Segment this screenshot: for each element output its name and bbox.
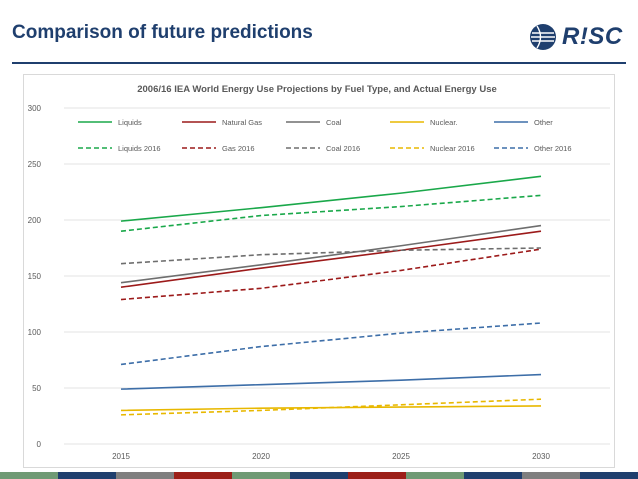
- footer-segment: [0, 472, 58, 479]
- legend-label: Other: [534, 118, 553, 127]
- title-divider: [12, 62, 626, 64]
- y-tick-label: 150: [28, 272, 42, 281]
- series-line: [120, 322, 542, 366]
- footer-color-bar: [0, 472, 638, 479]
- legend-label: Coal: [326, 118, 342, 127]
- series-line: [120, 194, 542, 232]
- series-line: [120, 247, 542, 265]
- y-tick-label: 100: [28, 328, 42, 337]
- legend-label: Natural Gas: [222, 118, 262, 127]
- footer-segment: [406, 472, 464, 479]
- series-line: [120, 373, 542, 390]
- footer-segment: [174, 472, 232, 479]
- x-tick-label: 2015: [112, 452, 130, 461]
- legend-label: Coal 2016: [326, 144, 360, 153]
- series-line: [120, 230, 542, 288]
- x-tick-label: 2030: [532, 452, 550, 461]
- risc-logo: R!SC: [528, 20, 628, 54]
- x-tick-label: 2020: [252, 452, 270, 461]
- series-line: [120, 248, 542, 301]
- legend-label: Liquids: [118, 118, 142, 127]
- line-chart: 2006/16 IEA World Energy Use Projections…: [28, 84, 610, 461]
- footer-segment: [290, 472, 348, 479]
- x-tick-label: 2025: [392, 452, 410, 461]
- slide-title: Comparison of future predictions: [12, 22, 313, 43]
- footer-segment: [58, 472, 116, 479]
- legend-label: Gas 2016: [222, 144, 255, 153]
- globe-icon: [530, 24, 556, 50]
- footer-segment: [348, 472, 406, 479]
- y-tick-label: 50: [32, 384, 41, 393]
- footer-segment: [522, 472, 580, 479]
- footer-segment: [232, 472, 290, 479]
- legend-label: Other 2016: [534, 144, 572, 153]
- legend-label: Liquids 2016: [118, 144, 161, 153]
- y-tick-label: 250: [28, 160, 42, 169]
- chart-frame: 2006/16 IEA World Energy Use Projections…: [23, 74, 615, 468]
- series-line: [120, 224, 542, 284]
- legend-label: Nuclear.: [430, 118, 458, 127]
- chart-title: 2006/16 IEA World Energy Use Projections…: [137, 84, 497, 95]
- footer-segment: [464, 472, 522, 479]
- footer-segment: [116, 472, 174, 479]
- y-tick-label: 200: [28, 216, 42, 225]
- legend-label: Nuclear 2016: [430, 144, 475, 153]
- y-tick-label: 0: [37, 440, 42, 449]
- logo-text: R!SC: [562, 23, 623, 50]
- series-line: [120, 398, 542, 416]
- footer-segment: [580, 472, 638, 479]
- y-tick-label: 300: [28, 104, 42, 113]
- series-line: [120, 175, 542, 222]
